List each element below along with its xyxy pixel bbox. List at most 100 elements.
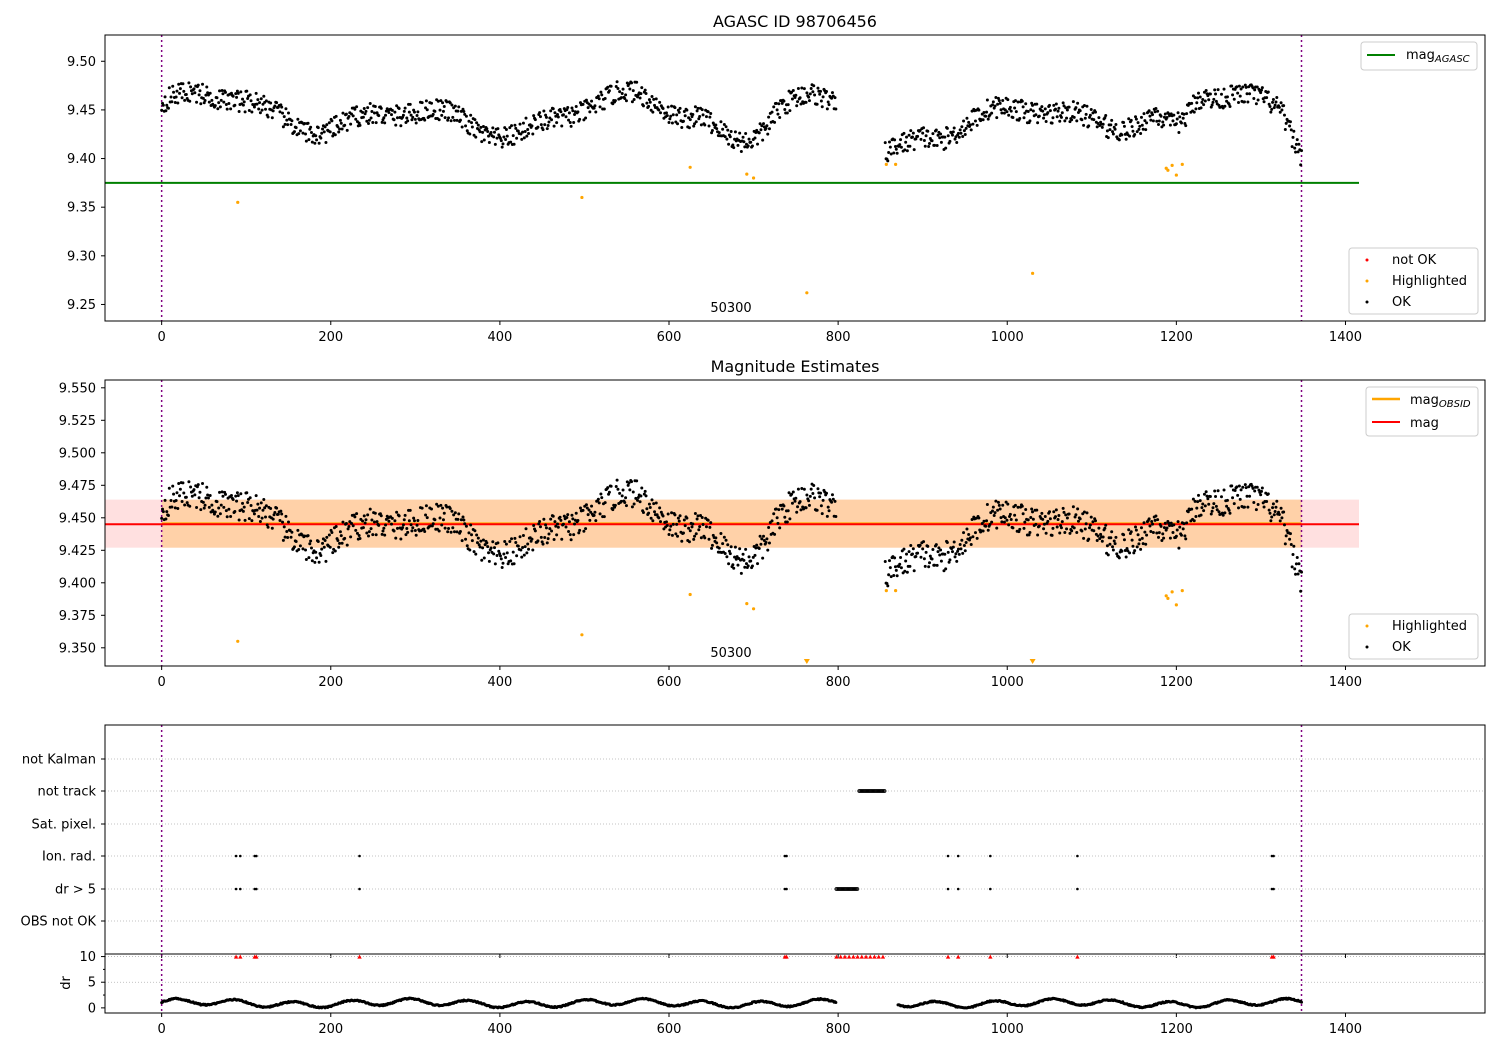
ok-point bbox=[572, 533, 576, 537]
ok-point bbox=[358, 536, 362, 540]
ok-point bbox=[281, 538, 285, 542]
ok-point bbox=[322, 545, 326, 549]
ok-point bbox=[235, 95, 239, 99]
ok-point bbox=[1096, 534, 1100, 538]
ok-point bbox=[910, 135, 914, 139]
ok-point bbox=[1095, 538, 1099, 542]
ok-point bbox=[1225, 498, 1229, 502]
ok-point bbox=[1150, 520, 1154, 524]
ok-point bbox=[1009, 109, 1013, 113]
panel-agasc: AGASC ID 98706456 0 200 400 600 800 1000 1200 1… bbox=[67, 12, 1486, 345]
ok-point bbox=[623, 96, 627, 100]
ok-point bbox=[393, 110, 397, 114]
flag-row-label: dr > 5 bbox=[55, 883, 96, 898]
ok-point bbox=[959, 547, 963, 551]
ok-point bbox=[1004, 500, 1008, 504]
ok-point bbox=[1091, 520, 1095, 524]
ok-point bbox=[741, 552, 745, 556]
ok-point bbox=[944, 146, 948, 150]
ok-point bbox=[245, 491, 249, 495]
ok-point bbox=[985, 519, 989, 523]
ok-point bbox=[324, 559, 328, 563]
ok-point bbox=[636, 498, 640, 502]
ok-point bbox=[982, 110, 986, 114]
ok-point bbox=[180, 96, 184, 100]
ok-point bbox=[1272, 106, 1276, 110]
ok-point bbox=[172, 492, 176, 496]
ok-point bbox=[531, 132, 535, 136]
ok-point bbox=[1022, 116, 1026, 120]
ok-point bbox=[468, 132, 472, 136]
legend-mag-obsid-label: magOBSID bbox=[1410, 393, 1471, 410]
ok-point bbox=[658, 100, 662, 104]
ok-point bbox=[1231, 93, 1235, 97]
ok-point bbox=[408, 508, 412, 512]
ok-point bbox=[1134, 525, 1138, 529]
ok-point bbox=[544, 523, 548, 527]
ok-point bbox=[1134, 117, 1138, 121]
ok-point bbox=[945, 126, 949, 130]
ok-point bbox=[458, 529, 462, 533]
ok-point bbox=[325, 123, 329, 127]
ok-point bbox=[470, 533, 474, 537]
ok-point bbox=[1201, 502, 1205, 506]
ok-point bbox=[1197, 493, 1200, 497]
ok-point bbox=[1037, 524, 1041, 528]
ok-point bbox=[229, 493, 233, 497]
ok-point bbox=[382, 526, 386, 530]
ok-point bbox=[307, 556, 311, 560]
ok-point bbox=[1148, 114, 1152, 118]
ok-point bbox=[1076, 507, 1080, 511]
flag-point bbox=[358, 854, 361, 858]
ok-point bbox=[964, 126, 968, 130]
ok-point bbox=[328, 545, 332, 549]
ok-point bbox=[333, 133, 337, 137]
ok-point bbox=[524, 116, 528, 120]
ok-point bbox=[1122, 124, 1126, 128]
ok-point bbox=[894, 147, 898, 151]
ok-point bbox=[560, 537, 564, 541]
ok-point bbox=[1048, 109, 1052, 113]
ok-point bbox=[596, 497, 600, 501]
ok-point bbox=[167, 486, 171, 490]
ok-point bbox=[373, 511, 377, 515]
ok-point bbox=[1175, 117, 1179, 121]
y-tick-label: 0 bbox=[88, 1001, 96, 1016]
ok-point bbox=[761, 556, 765, 560]
ok-point bbox=[309, 546, 313, 550]
highlighted-point bbox=[894, 589, 898, 593]
ok-point bbox=[921, 547, 925, 551]
ok-point bbox=[556, 522, 559, 526]
ok-point bbox=[1021, 105, 1025, 109]
ok-point bbox=[630, 100, 634, 104]
ok-point bbox=[294, 539, 298, 543]
ok-point bbox=[374, 121, 378, 125]
ok-point bbox=[834, 515, 838, 519]
ok-point bbox=[790, 501, 794, 505]
ok-point bbox=[1043, 514, 1047, 518]
ok-point bbox=[1153, 518, 1157, 522]
ok-point bbox=[340, 541, 344, 545]
ok-point bbox=[701, 113, 705, 117]
ok-point bbox=[160, 108, 164, 112]
ok-point bbox=[955, 141, 959, 145]
ok-point bbox=[760, 124, 764, 128]
ok-point bbox=[1154, 514, 1158, 518]
ok-point bbox=[1046, 111, 1050, 115]
ok-point bbox=[943, 552, 947, 556]
ok-point bbox=[618, 90, 622, 94]
ok-point bbox=[546, 537, 550, 541]
ok-point bbox=[1156, 109, 1160, 113]
y-tick-label: 10 bbox=[79, 950, 96, 965]
ok-point bbox=[599, 492, 603, 496]
ok-point bbox=[1186, 510, 1190, 514]
ok-point bbox=[893, 565, 897, 569]
ok-point bbox=[669, 524, 673, 528]
ok-point bbox=[692, 537, 696, 541]
ok-point bbox=[1196, 500, 1200, 504]
ok-point bbox=[638, 500, 642, 504]
ok-point bbox=[374, 533, 378, 537]
ok-point bbox=[439, 99, 443, 103]
ok-point bbox=[632, 502, 636, 506]
ok-point bbox=[371, 533, 375, 537]
